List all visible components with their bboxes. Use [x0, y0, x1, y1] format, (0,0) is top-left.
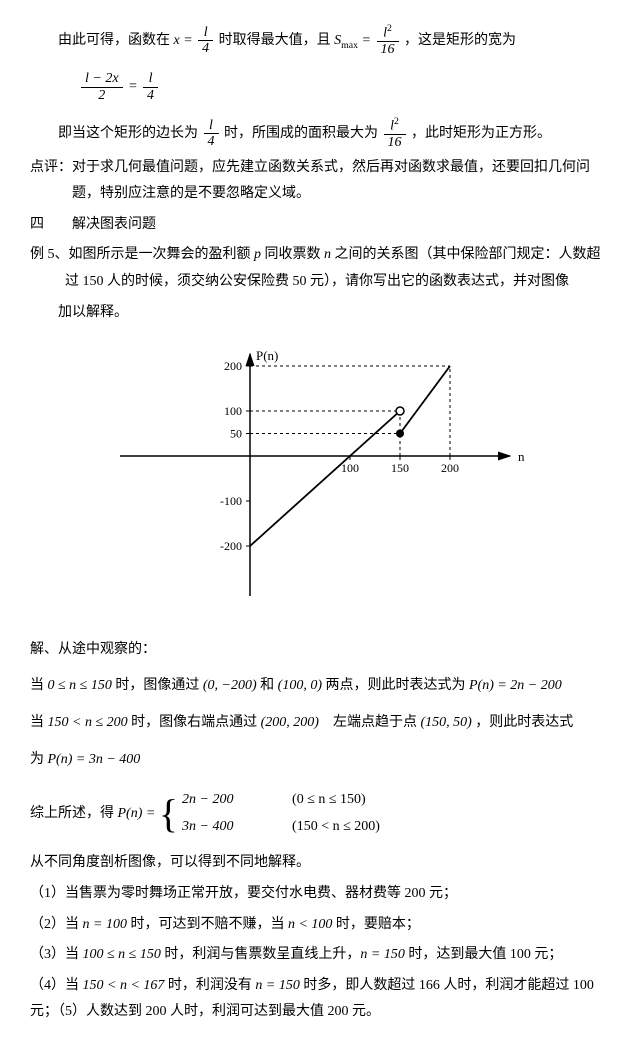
analysis-4-5: （4）当 150 < n < 167 时，利润没有 n = 150 时多，即人数…	[30, 973, 610, 1026]
chart-svg: P(n) n 200 100 50 -100 -200 100 150 200	[110, 346, 530, 606]
svg-text:-200: -200	[220, 539, 242, 553]
svg-text:P(n): P(n)	[256, 348, 278, 363]
para-max: 由此可得，函数在 x = l4 时取得最大值，且 Smax = l2 16 ，这…	[30, 24, 610, 57]
sol-seg1: 当 0 ≤ n ≤ 150 时，图像通过 (0, −200) 和 (100, 0…	[30, 673, 610, 700]
example-5: 例 5、如图所示是一次舞会的盈利额 p 同收票数 n 之间的关系图（其中保险部门…	[30, 242, 610, 295]
svg-text:150: 150	[391, 461, 409, 475]
sol-seg3: 为 P(n) = 3n − 400	[30, 747, 610, 774]
analysis-1: （1）当售票为零时舞场正常开放，要交付水电费、器材费等 200 元；	[30, 881, 610, 908]
svg-text:100: 100	[341, 461, 359, 475]
profit-chart: P(n) n 200 100 50 -100 -200 100 150 200	[30, 346, 610, 617]
example-5b: 加以解释。	[30, 300, 610, 327]
analysis-head: 从不同角度剖析图像，可以得到不同地解释。	[30, 850, 610, 877]
summary: 综上所述，得 P(n) = { 2n − 200(0 ≤ n ≤ 150) 3n…	[30, 787, 610, 840]
frac-l4: l4	[198, 25, 213, 57]
svg-text:200: 200	[224, 359, 242, 373]
frac-l2x: l − 2x2	[81, 71, 123, 103]
smax: Smax =	[334, 33, 374, 48]
solution-head: 解、从途中观察的：	[30, 637, 610, 664]
svg-text:100: 100	[224, 404, 242, 418]
t: ，这是矩形的宽为	[404, 33, 516, 48]
section-4: 四 解决图表问题	[30, 212, 610, 239]
review: 点评：对于求几何最值问题，应先建立函数关系式，然后再对函数求最值，还要回扣几何问…	[30, 155, 610, 208]
svg-text:50: 50	[230, 427, 242, 441]
analysis-2: （2）当 n = 100 时，可达到不赔不赚，当 n < 100 时，要赔本；	[30, 912, 610, 939]
para-conclusion: 即当这个矩形的边长为 l4 时，所围成的面积最大为 l216 ，此时矩形为正方形…	[30, 117, 610, 150]
eq-width: l − 2x2 = l4	[30, 71, 610, 103]
sol-seg2: 当 150 < n ≤ 200 时，图像右端点通过 (200, 200) 左端点…	[30, 710, 610, 737]
svg-text:n: n	[518, 449, 525, 464]
analysis-3: （3）当 100 ≤ n ≤ 150 时，利润与售票数呈直线上升，n = 150…	[30, 942, 610, 969]
svg-text:-100: -100	[220, 494, 242, 508]
eq: x =	[174, 33, 193, 48]
svg-text:200: 200	[441, 461, 459, 475]
frac-l4b: l4	[143, 71, 158, 103]
t: 时取得最大值，且	[219, 33, 335, 48]
t: 由此可得，函数在	[58, 33, 174, 48]
frac-l2-16: l2 16	[377, 24, 399, 57]
piecewise: { 2n − 200(0 ≤ n ≤ 150) 3n − 400(150 < n…	[159, 787, 422, 840]
